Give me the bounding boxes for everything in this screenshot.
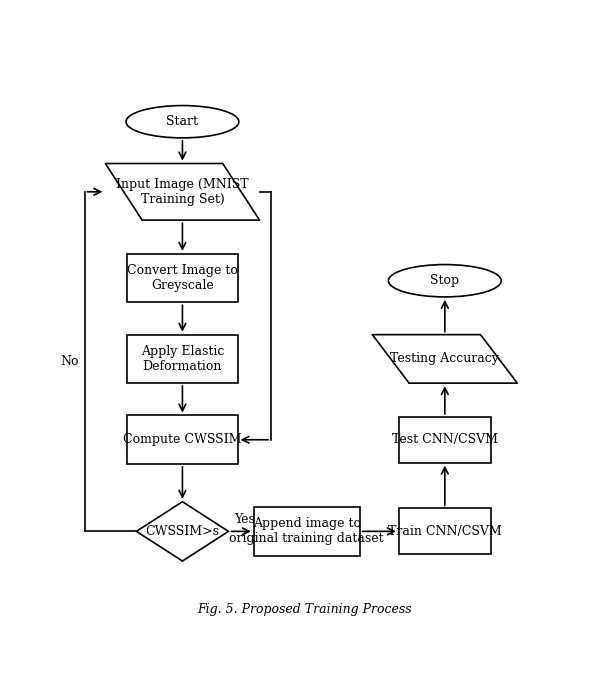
Bar [127, 416, 238, 464]
Text: Test CNN/CSVM: Test CNN/CSVM [392, 433, 498, 446]
Text: Stop: Stop [430, 274, 459, 287]
Text: Convert Image to
Greyscale: Convert Image to Greyscale [127, 264, 238, 292]
Bar [399, 508, 491, 554]
Text: Train CNN/CSVM: Train CNN/CSVM [388, 525, 502, 538]
Bar [127, 335, 238, 383]
Text: Testing Accuracy: Testing Accuracy [390, 352, 500, 365]
Text: CWSSIM>s: CWSSIM>s [146, 525, 219, 538]
Text: Append image to
original training dataset: Append image to original training datase… [229, 517, 384, 545]
Bar [127, 254, 238, 302]
Text: Yes: Yes [234, 513, 255, 526]
Text: Input Image (MNIST
Training Set): Input Image (MNIST Training Set) [116, 178, 249, 206]
Text: Fig. 5. Proposed Training Process: Fig. 5. Proposed Training Process [197, 603, 412, 616]
Text: No: No [61, 355, 79, 368]
Bar [254, 507, 360, 556]
Bar [399, 416, 491, 463]
Text: Apply Elastic
Deformation: Apply Elastic Deformation [141, 345, 224, 373]
Text: Start: Start [166, 116, 198, 128]
Text: Compute CWSSIM: Compute CWSSIM [123, 433, 242, 446]
